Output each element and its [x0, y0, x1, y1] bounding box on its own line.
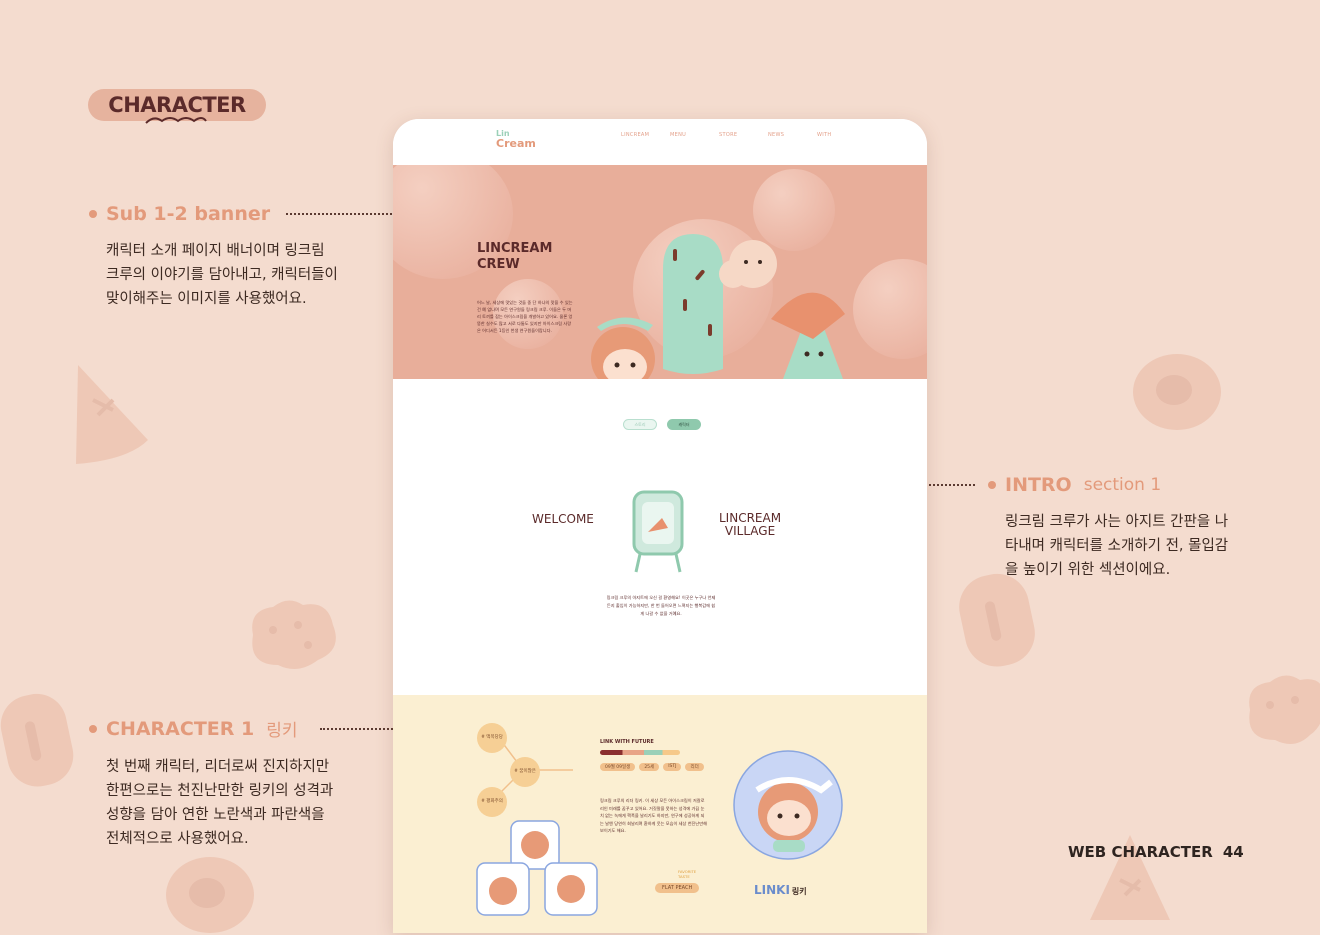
- scallop-border: [393, 149, 927, 158]
- tag-item: # 꿈이많은: [510, 757, 540, 787]
- wave-underline-icon: [145, 117, 207, 124]
- tab-character[interactable]: 캐릭터: [667, 419, 701, 430]
- welcome-text: WELCOME: [532, 512, 594, 526]
- character-sticker-cards: [476, 820, 598, 916]
- chip-birthday: 09월 09일생: [600, 763, 636, 771]
- hero-description: 어느 날, 세상에 맛있는 것들 중 단 하나의 맛을 수 있는 건 예 없나며…: [477, 300, 573, 333]
- popsicle-decoration: [0, 693, 74, 787]
- profile-chips: 09월 09일생 25세 ISTJ 리더: [600, 763, 704, 771]
- ice-cream-cone-decoration: [76, 365, 148, 464]
- bubble-decoration: [493, 279, 563, 349]
- leader-line: [319, 727, 456, 730]
- nav-item-store[interactable]: STORE: [719, 132, 738, 138]
- annotation-body: 첫 번째 캐릭터, 리더로써 진지하지만 한편으로는 천진난만한 링키의 성격과…: [106, 759, 334, 847]
- character-name: LINKI 링키: [754, 883, 807, 897]
- mockup-character-section: # 맥목당당 # 꿈이많은 # 평화주의 LINK WITH FUTURE 09…: [393, 695, 927, 933]
- annotation-subtitle: 링키: [266, 721, 298, 741]
- bubble-decoration: [393, 149, 513, 279]
- tag-item: # 맥목당당: [477, 723, 507, 753]
- leader-line: [286, 213, 449, 215]
- mockup-hero-banner: LINCREAM CREW 어느 날, 세상에 맛있는 것들 중 단 하나의 맛…: [393, 149, 927, 379]
- annotation-title: INTRO: [1005, 474, 1072, 496]
- character-description: 링크림 크루의 리더 링키. 이 세상 모든 아이스크림이 저칼로리인 미래를 …: [600, 798, 707, 833]
- annotation-intro: INTRO section 1 링크림 크루가 사는 아지트 간판을 나 타내며…: [988, 474, 1228, 582]
- annotation-body: 캐릭터 소개 페이지 배너이며 링크림 크루의 이야기를 담아내고, 캐릭터들이…: [106, 243, 338, 307]
- page-footer: WEB CHARACTER 44: [1068, 843, 1244, 861]
- link-with-future-label: LINK WITH FUTURE: [600, 739, 654, 745]
- cookie-decoration: [252, 600, 336, 669]
- intro-description: 링크림 크루의 아지트에 오신 걸 환영해요! 이곳은 누구나 언제든지 출입이…: [606, 595, 716, 616]
- bubble-decoration: [853, 259, 927, 359]
- chip-mbti: ISTJ: [663, 763, 682, 771]
- macaron-decoration: [1133, 354, 1221, 430]
- mockup-logo[interactable]: Lin Cream: [496, 129, 536, 150]
- bubble-decoration: [753, 169, 835, 251]
- chip-role: 리더: [685, 763, 704, 771]
- annotation-title: Sub 1-2 banner: [106, 203, 271, 225]
- nav-item-with[interactable]: WITH: [817, 132, 832, 138]
- signboard-icon: [632, 490, 684, 573]
- mockup-intro-section: 스토리 캐릭터 WELCOME LINCREAM VILLAGE 링크림 크루의…: [393, 379, 927, 695]
- annotation-body: 링크림 크루가 사는 아지트 간판을 나 타내며 캐릭터를 소개하기 전, 몰입…: [1005, 514, 1229, 578]
- annotation-subtitle: section 1: [1083, 475, 1162, 495]
- village-text: LINCREAM VILLAGE: [719, 511, 782, 538]
- section-badge-label: CHARACTER: [108, 93, 246, 117]
- mockup-nav-menu: LINCREAM MENU STORE NEWS WITH: [621, 132, 866, 138]
- tag-item: # 평화주의: [477, 787, 507, 817]
- footer-label: WEB CHARACTER: [1068, 843, 1213, 861]
- favorite-taste-label: FAVORITE TASTE: [678, 869, 697, 879]
- website-mockup: Lin Cream LINCREAM MENU STORE NEWS WITH L…: [393, 119, 927, 933]
- nav-item-menu[interactable]: MENU: [670, 132, 687, 138]
- hero-title: LINCREAM CREW: [477, 241, 553, 272]
- nav-item-lincream[interactable]: LINCREAM: [621, 132, 650, 138]
- annotation-banner: Sub 1-2 banner 캐릭터 소개 페이지 배너이며 링크림 크루의 이…: [89, 203, 449, 311]
- bullet-dot-icon: [89, 210, 97, 218]
- popsicle-decoration: [959, 573, 1035, 667]
- mockup-navbar: Lin Cream LINCREAM MENU STORE NEWS WITH: [393, 119, 927, 165]
- page-number: 44: [1222, 843, 1244, 861]
- macaron-decoration: [166, 857, 254, 933]
- color-palette-bar: [600, 750, 680, 755]
- linki-character-portrait: [733, 750, 843, 860]
- mockup-tabs: 스토리 캐릭터: [623, 419, 701, 430]
- cookie-decoration: [1249, 675, 1320, 744]
- annotation-title: CHARACTER 1: [106, 717, 255, 740]
- nav-item-news[interactable]: NEWS: [768, 132, 785, 138]
- annotation-character: CHARACTER 1 링키 첫 번째 캐릭터, 리더로써 진지하지만 한편으로…: [89, 716, 456, 851]
- bullet-dot-icon: [988, 481, 996, 489]
- tab-story[interactable]: 스토리: [623, 419, 657, 430]
- bullet-dot-icon: [89, 724, 97, 733]
- section-badge: CHARACTER: [88, 89, 266, 124]
- character-group-illustration: [591, 234, 845, 379]
- chip-age: 25세: [639, 763, 660, 771]
- favorite-flavor-badge: FLAT PEACH: [655, 883, 700, 893]
- ice-cream-cone-decoration: [1090, 835, 1170, 920]
